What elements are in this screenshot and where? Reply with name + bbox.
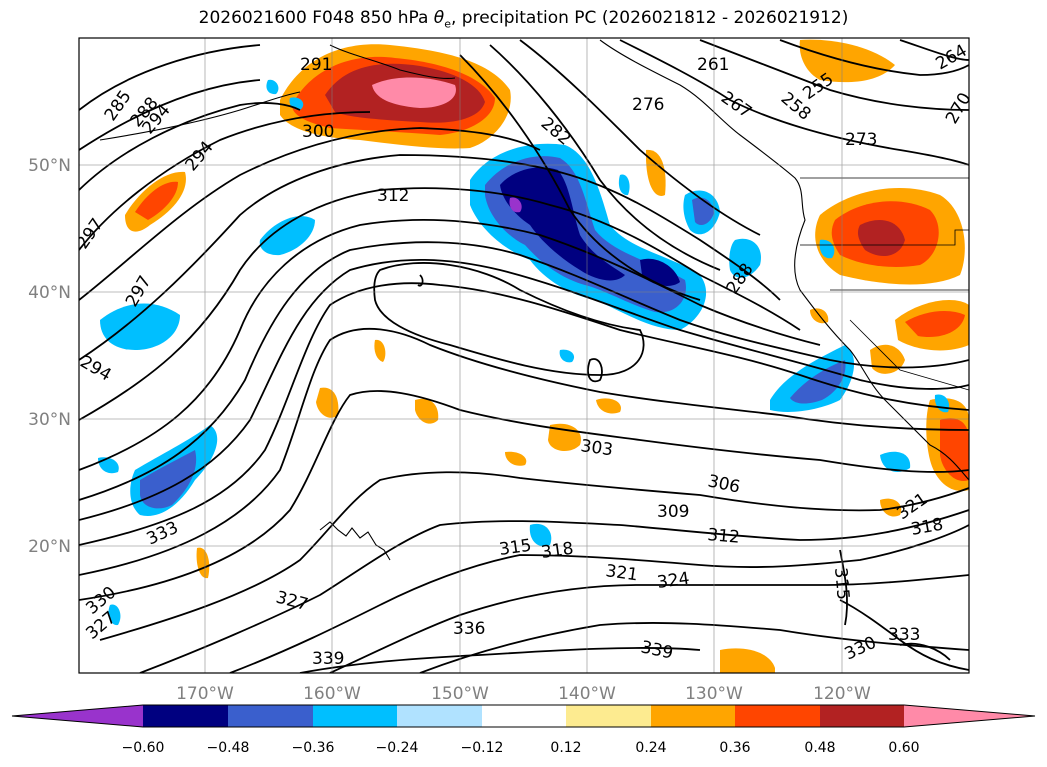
lat-label: 30°N — [28, 410, 71, 430]
contour-label: 333 — [888, 625, 920, 645]
colorbar-bin — [313, 705, 397, 727]
colorbar-label: 0.48 — [804, 740, 835, 756]
colorbar-bin — [566, 705, 651, 727]
colorbar-label: 0.60 — [888, 740, 919, 756]
contour-label: 339 — [312, 649, 344, 669]
lat-label: 40°N — [28, 283, 71, 303]
contour-label: 291 — [300, 55, 332, 75]
map-title: 2026021600 F048 850 hPa θe, precipitatio… — [198, 8, 849, 31]
lon-label: 160°W — [303, 684, 361, 704]
contour-label: 312 — [707, 525, 741, 548]
colorbar-bin — [482, 705, 566, 727]
colorbar-bin — [735, 705, 820, 727]
colorbar-label: −0.12 — [461, 740, 504, 756]
longitude-labels: 170°W 160°W 150°W 140°W 130°W 120°W — [176, 684, 871, 704]
colorbar — [11, 704, 1036, 728]
lon-label: 130°W — [685, 684, 743, 704]
colorbar-labels: −0.60 −0.48 −0.36 −0.24 −0.12 0.12 0.24 … — [122, 740, 920, 756]
contour-label: 273 — [845, 130, 877, 150]
colorbar-label: −0.24 — [376, 740, 419, 756]
borders — [800, 177, 969, 391]
colorbar-label: −0.48 — [207, 740, 250, 756]
colorbar-bin — [651, 705, 735, 727]
lon-label: 140°W — [558, 684, 616, 704]
contour-label: 318 — [540, 539, 575, 563]
map-gridlines — [79, 38, 969, 673]
contour-label: 324 — [656, 569, 691, 593]
colorbar-bin — [820, 705, 904, 727]
colorbar-label: −0.60 — [122, 740, 165, 756]
colorbar-bin — [143, 705, 228, 727]
colorbar-label: 0.36 — [719, 740, 750, 756]
colorbar-extend-low — [12, 705, 143, 727]
plot-frame — [78, 37, 970, 674]
colorbar-label: −0.36 — [292, 740, 335, 756]
lon-label: 170°W — [176, 684, 234, 704]
colorbar-label: 0.12 — [550, 740, 581, 756]
colorbar-label: 0.24 — [635, 740, 666, 756]
contour-label: 315 — [830, 567, 853, 601]
lat-label: 50°N — [28, 156, 71, 176]
lon-label: 120°W — [813, 684, 871, 704]
contour-label: 336 — [453, 619, 485, 639]
contour-label: 261 — [697, 55, 729, 75]
contour-label: 315 — [498, 536, 533, 560]
colorbar-extend-high — [904, 705, 1035, 727]
contour-label: 276 — [632, 95, 664, 115]
map-plot-area: 285 288 294 291 300 294 297 297 294 312 … — [79, 38, 969, 673]
contour-label: 300 — [302, 122, 334, 142]
latitude-labels: 50°N 40°N 30°N 20°N — [28, 156, 71, 557]
lon-label: 150°W — [431, 684, 489, 704]
contour-label: 303 — [579, 436, 614, 460]
colorbar-bin — [228, 705, 313, 727]
colorbar-bin — [397, 705, 482, 727]
coastlines — [99, 39, 969, 561]
contour-label: 312 — [377, 186, 409, 206]
lat-label: 20°N — [28, 537, 71, 557]
contour-label: 321 — [604, 561, 639, 585]
contour-label: 309 — [657, 502, 689, 522]
